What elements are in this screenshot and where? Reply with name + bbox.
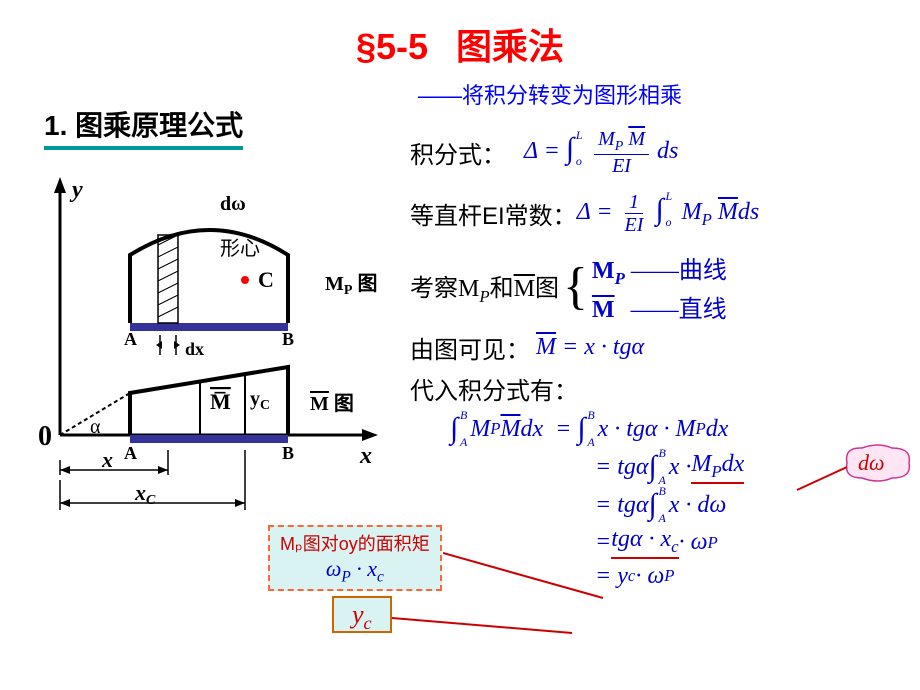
callout-math: ωP · xc: [280, 556, 430, 586]
callout-arrow2: [392, 598, 612, 648]
dw-label: dω: [220, 193, 246, 215]
examine-line: 考察MP和M图 { MP ——曲线 M ——直线: [410, 250, 915, 324]
y-axis-label: y: [69, 177, 83, 203]
integral-label: 积分式：: [410, 135, 506, 170]
yc-box: yc: [332, 596, 392, 633]
substitute-line: 代入积分式有：: [410, 371, 915, 406]
subsection-heading: 1. 图乘原理公式: [44, 104, 243, 150]
mbar-diagram-label: M 图: [310, 392, 354, 415]
xc-dim-label: xC: [134, 480, 156, 508]
mp-diagram-label: MP 图: [325, 272, 377, 298]
diagram-svg: y x 0 α dω 形心 C A B MP 图 dx M̅ yC A B M …: [20, 175, 400, 555]
callout-title: Mₚ图对oy的面积矩: [280, 530, 430, 556]
ei-const-line: 等直杆EI常数： Δ = 1EI ∫oL MP Mds: [410, 191, 915, 236]
origin-label: 0: [38, 421, 52, 452]
yc-callout: yc: [332, 600, 392, 634]
page-title: §5-5 图乘法: [0, 0, 920, 70]
diagram: y x 0 α dω 形心 C A B MP 图 dx M̅ yC A B M …: [20, 175, 400, 555]
area-moment-callout: Mₚ图对oy的面积矩 ωP · xc: [268, 525, 442, 591]
brace-icon: {: [563, 264, 588, 311]
c-label: C: [258, 267, 274, 292]
examine-label: 考察MP和M图: [410, 268, 559, 307]
centroid-dot: [241, 276, 249, 284]
a-label-top: A: [124, 329, 137, 349]
integral-formula: Δ = ∫oL MP MEI ds: [524, 128, 678, 177]
alpha-label: α: [90, 416, 101, 438]
dw-bubble: dω: [842, 442, 914, 484]
subtitle: ——将积分转变为图形相乘: [418, 78, 682, 110]
equations-column: 积分式： Δ = ∫oL MP MEI ds 等直杆EI常数： Δ = 1EI …: [410, 128, 915, 594]
section-name: 图乘法: [456, 26, 564, 67]
from-figure-label: 由图可见：: [410, 330, 530, 365]
yc-label: yC: [250, 388, 270, 413]
section-number: §5-5: [356, 26, 428, 67]
from-figure-line: 由图可见： M = x · tgα: [410, 330, 915, 365]
bubble-arrow: [792, 462, 852, 502]
beam-bottom: [130, 435, 288, 443]
ei-const-formula: Δ = 1EI ∫oL MP Mds: [577, 191, 760, 236]
dx-label: dx: [185, 339, 204, 359]
callout-arrow1: [443, 543, 663, 603]
ei-const-label: 等直杆EI常数：: [410, 196, 577, 231]
substitute-label: 代入积分式有：: [410, 371, 578, 406]
beam-top: [130, 323, 288, 331]
b-label-bot: B: [282, 443, 294, 463]
dw-strip: [158, 235, 178, 323]
mbar-eq: M = x · tgα: [536, 334, 644, 361]
a-label-bot: A: [124, 443, 137, 463]
dw-bubble-text: dω: [858, 450, 885, 476]
centroid-label: 形心: [220, 237, 260, 260]
b-label-top: B: [282, 329, 294, 349]
x-axis-label: x: [359, 443, 372, 469]
x-dim-label: x: [101, 447, 113, 472]
brace-content: MP ——曲线 M ——直线: [592, 250, 727, 324]
eq3: = tgα∫AB x · dω: [595, 488, 915, 522]
mbar-inner-label: M̅: [210, 389, 231, 414]
integral-line: 积分式： Δ = ∫oL MP MEI ds: [410, 128, 915, 177]
